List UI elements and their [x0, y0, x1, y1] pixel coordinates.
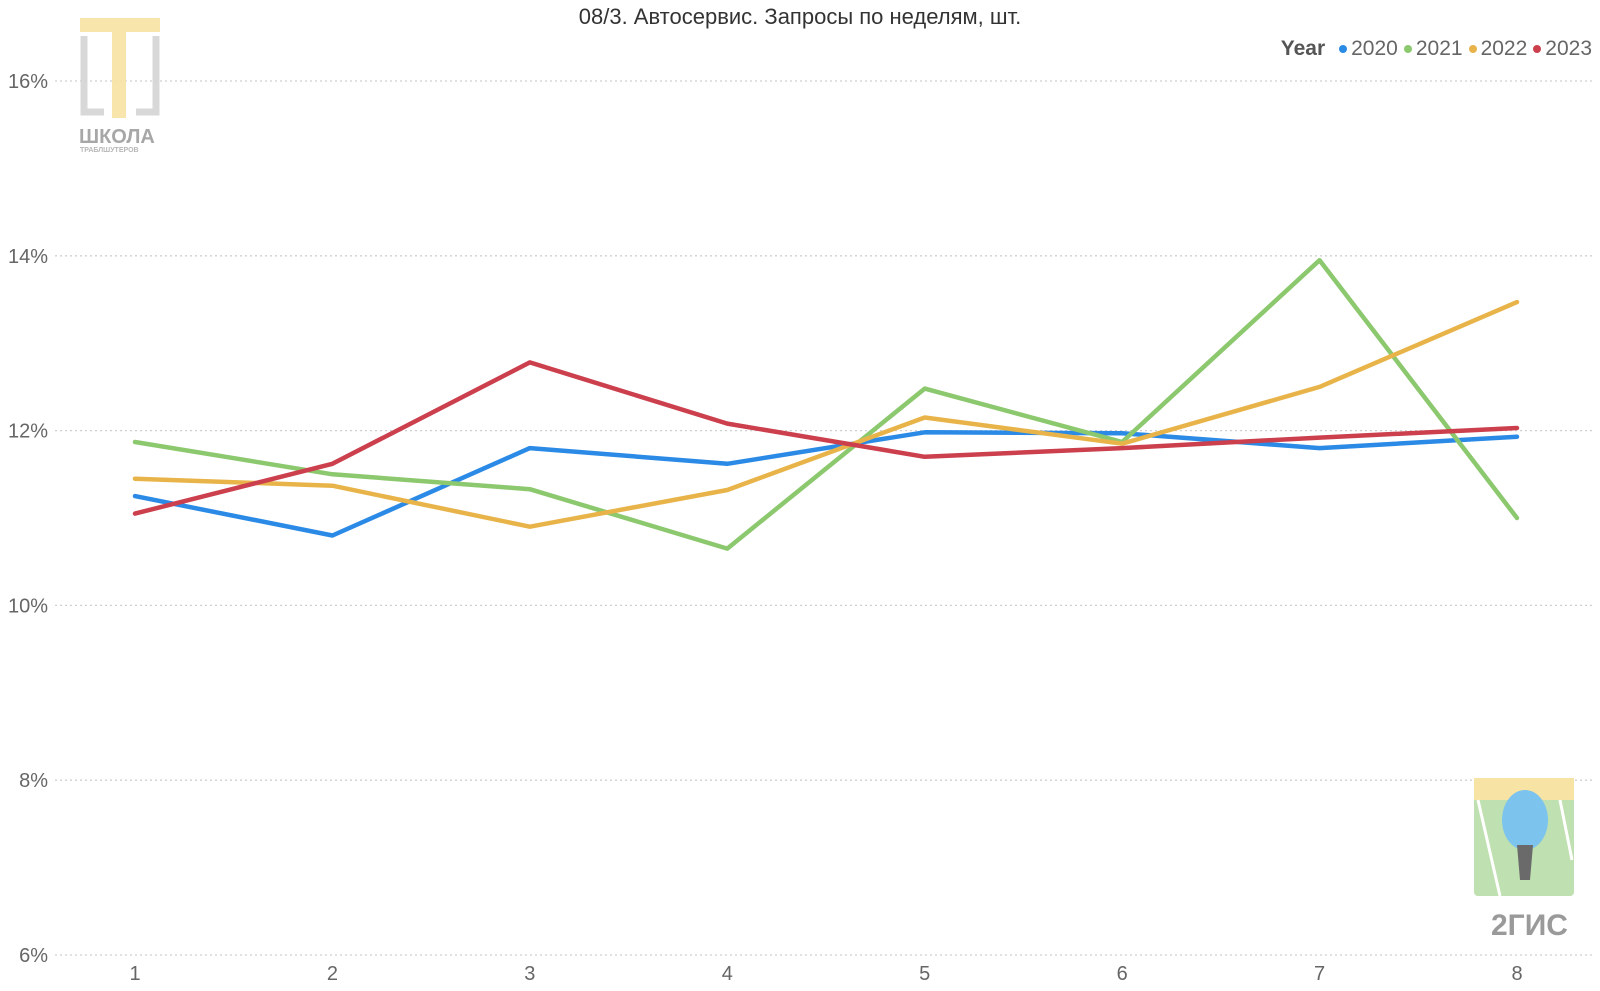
grid-layer	[55, 80, 1594, 956]
legend-label-2021: 2021	[1415, 37, 1463, 60]
series-line-2023[interactable]	[132, 360, 1520, 516]
legend-label-2020: 2020	[1351, 37, 1398, 60]
2gis-logo-watermark: 2ГИС	[1474, 778, 1574, 942]
legend-label-2022: 2022	[1480, 37, 1528, 60]
x-tick-label: 5	[919, 963, 930, 985]
x-tick-label: 6	[1117, 963, 1128, 985]
logo-bracket-right	[136, 36, 160, 116]
legend-item-2021[interactable]: 2021	[1403, 37, 1463, 61]
series-line-2021[interactable]	[132, 257, 1520, 551]
2gis-logo-text: 2ГИС	[1491, 909, 1568, 942]
legend-item-2020[interactable]: 2020	[1339, 37, 1398, 61]
2gis-logo-tree-trunk	[1517, 845, 1533, 880]
x-tick-label: 3	[524, 963, 535, 985]
x-axis-ticks: 1 2 3 4 5 6 7 8	[129, 963, 1522, 985]
x-tick-label: 1	[129, 963, 140, 985]
legend-item-2023[interactable]: 2023	[1533, 37, 1592, 61]
2gis-logo-tree-crown	[1502, 790, 1548, 850]
y-tick-label: 10%	[8, 595, 48, 617]
y-tick-label: 14%	[8, 246, 48, 268]
legend: Year 2020 2021 2022 2023	[1281, 37, 1592, 61]
logo-bracket-left	[80, 36, 104, 116]
school-logo-watermark: ШКОЛА ТРАБЛШУТЕРОВ	[79, 18, 160, 154]
y-tick-label: 16%	[8, 71, 48, 93]
chart-title: 08/3. Автосервис. Запросы по неделям, шт…	[578, 4, 1022, 29]
series-layer	[132, 257, 1520, 551]
x-tick-label: 2	[327, 963, 338, 985]
legend-label-2023: 2023	[1545, 37, 1592, 60]
legend-item-2022[interactable]: 2022	[1468, 37, 1528, 61]
school-logo-text: ШКОЛА	[79, 126, 155, 148]
legend-dot-2021	[1403, 45, 1412, 53]
y-axis-ticks: 6% 8% 10% 12% 14% 16%	[8, 71, 48, 967]
x-tick-label: 4	[722, 963, 733, 985]
legend-dot-2023	[1533, 45, 1542, 53]
x-tick-label: 8	[1511, 963, 1522, 985]
y-tick-label: 8%	[19, 770, 48, 792]
legend-dot-2020	[1339, 45, 1348, 53]
series-line-2020[interactable]	[132, 430, 1520, 538]
y-tick-label: 12%	[8, 421, 48, 443]
y-tick-label: 6%	[19, 945, 48, 967]
series-line-2022[interactable]	[132, 299, 1520, 529]
school-logo-subtext: ТРАБЛШУТЕРОВ	[80, 147, 139, 154]
2gis-logo-roads	[1476, 799, 1574, 897]
2gis-logo-top-band	[1474, 778, 1574, 800]
x-tick-label: 7	[1314, 963, 1325, 985]
legend-dot-2022	[1468, 45, 1477, 53]
logo-bar-stem	[112, 18, 126, 118]
legend-title: Year	[1280, 37, 1326, 60]
